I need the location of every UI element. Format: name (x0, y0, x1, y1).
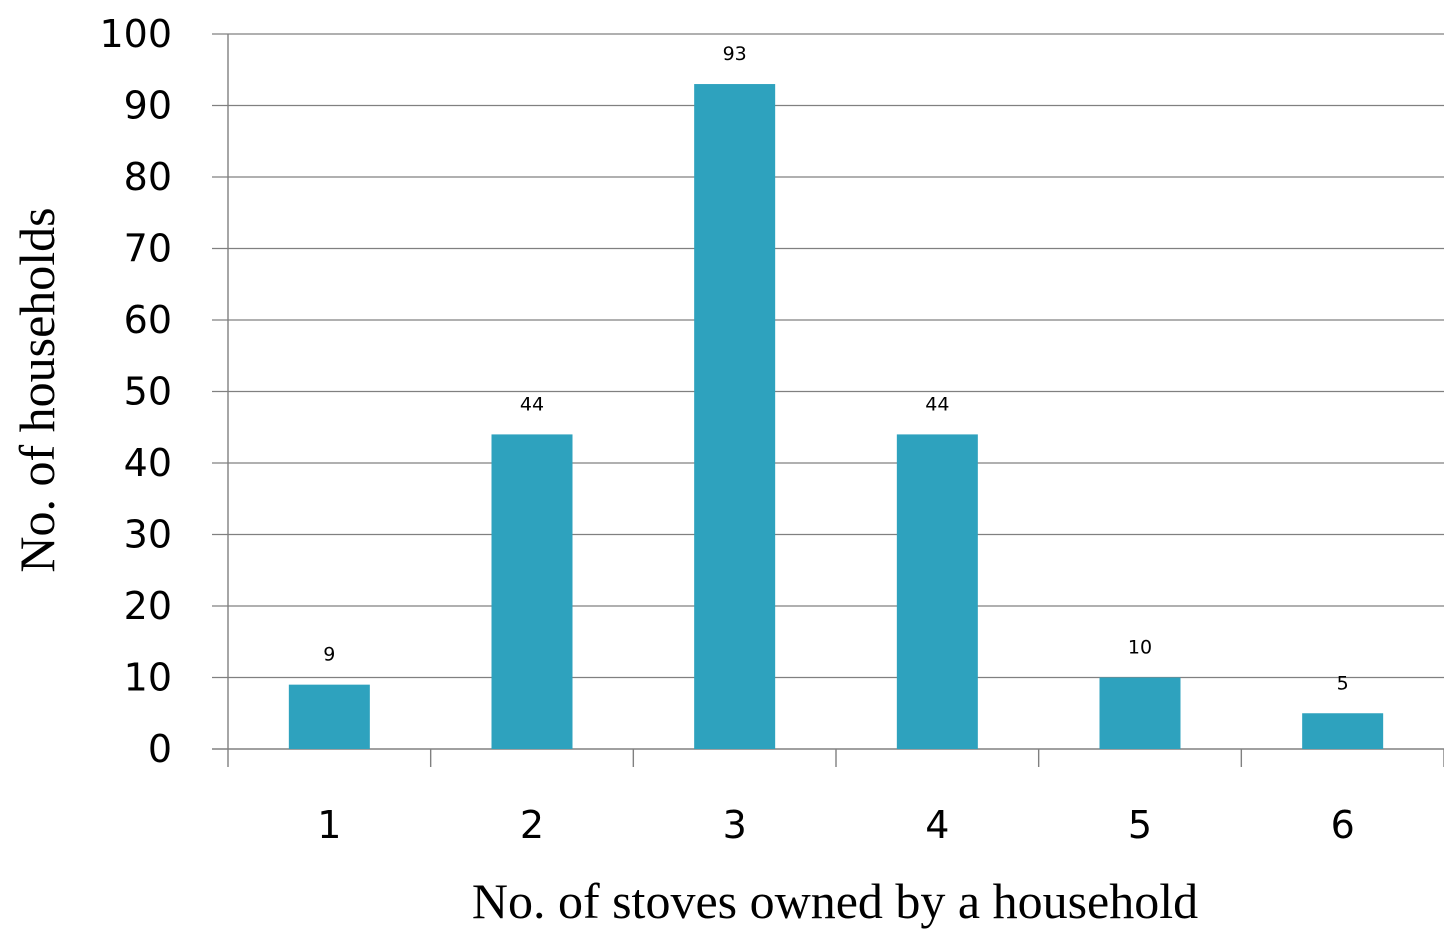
x-tick-label: 5 (1128, 803, 1152, 847)
data-label: 5 (1337, 672, 1349, 694)
y-axis-title: No. of households (9, 207, 65, 572)
x-tick-label: 6 (1331, 803, 1355, 847)
bar (694, 84, 776, 750)
bar (1099, 677, 1181, 749)
data-label: 9 (323, 644, 335, 666)
y-tick-label: 20 (124, 584, 172, 628)
y-tick-label: 40 (124, 441, 172, 485)
y-tick-label: 10 (124, 656, 172, 700)
gridlines (212, 33, 1444, 750)
bar (1302, 713, 1384, 749)
data-label: 10 (1128, 637, 1152, 659)
x-axis-title: No. of stoves owned by a household (472, 873, 1198, 929)
data-label: 44 (520, 393, 544, 415)
axes (227, 34, 1444, 767)
x-tick-label: 1 (317, 803, 341, 847)
y-tick-label: 90 (124, 84, 172, 128)
bars (288, 84, 1384, 750)
data-label: 93 (723, 43, 747, 65)
y-tick-label: 50 (124, 370, 172, 414)
x-tick-label: 2 (520, 803, 544, 847)
y-tick-label: 30 (124, 513, 172, 557)
bar (288, 684, 370, 749)
y-tick-label: 0 (148, 727, 172, 771)
x-tick-label: 4 (925, 803, 949, 847)
y-tick-label: 70 (124, 227, 172, 271)
bar (491, 434, 573, 749)
data-label: 44 (925, 393, 949, 415)
x-tick-label: 3 (723, 803, 747, 847)
bar (896, 434, 978, 749)
y-tick-label: 100 (99, 12, 172, 56)
y-tick-label: 80 (124, 155, 172, 199)
y-tick-label: 60 (124, 298, 172, 342)
